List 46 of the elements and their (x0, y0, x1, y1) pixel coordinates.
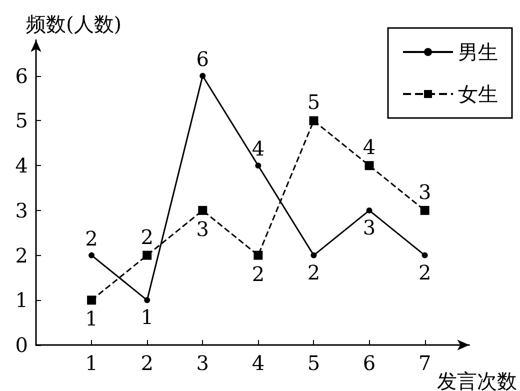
point (144, 297, 150, 304)
x-tick-label: 4 (252, 351, 265, 375)
point (420, 206, 430, 215)
y-tick-label: 0 (15, 333, 28, 357)
data-label: 3 (418, 180, 432, 204)
point (366, 207, 372, 214)
data-label: 2 (418, 260, 432, 284)
data-label: 4 (362, 135, 376, 160)
point (310, 252, 317, 258)
x-tick-label: 6 (362, 351, 376, 375)
data-label: 2 (85, 226, 98, 250)
data-label: 3 (362, 215, 376, 240)
y-tick-label: 4 (15, 154, 28, 178)
data-label: 4 (252, 136, 265, 161)
legend-label: 男生 (458, 40, 498, 64)
y-tick-label: 3 (15, 198, 28, 222)
point (200, 72, 206, 79)
y-tick-label: 6 (15, 64, 28, 88)
point (88, 252, 95, 258)
data-label: 2 (307, 260, 320, 284)
data-label: 2 (252, 262, 265, 286)
point (198, 206, 208, 215)
x-tick-label: 2 (140, 351, 154, 375)
point (364, 161, 374, 170)
point (142, 250, 152, 260)
point (422, 252, 428, 258)
y-tick-label: 2 (15, 243, 28, 268)
point (309, 116, 318, 126)
point (87, 296, 96, 305)
x-tick-label: 5 (307, 351, 320, 375)
y-tick-label: 5 (15, 108, 28, 133)
y-tick-label: 1 (15, 288, 28, 312)
data-label: 1 (85, 306, 98, 331)
y-axis-title: 频数(人数) (26, 12, 122, 36)
x-tick-label: 3 (196, 351, 209, 375)
data-label: 1 (140, 305, 154, 330)
point (254, 250, 263, 260)
x-tick-label: 1 (85, 351, 98, 375)
x-axis-title: 发言次数 (437, 369, 518, 391)
data-label: 2 (140, 224, 154, 249)
data-label: 5 (307, 90, 320, 114)
legend-label: 女生 (458, 82, 498, 106)
data-label: 3 (196, 216, 209, 241)
x-tick-label: 7 (418, 351, 432, 375)
data-label: 6 (196, 46, 209, 71)
point (255, 162, 262, 169)
